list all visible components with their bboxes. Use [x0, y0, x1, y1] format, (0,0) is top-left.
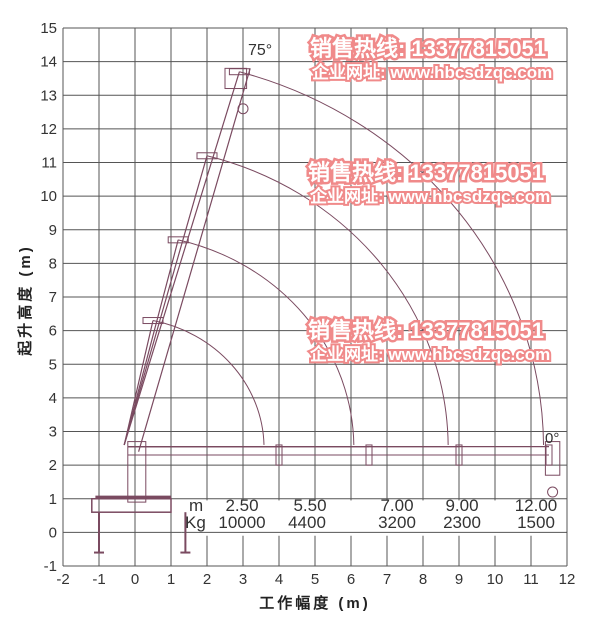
x-tick-label: 8 — [419, 571, 427, 588]
angle-0-label: 0° — [545, 430, 559, 447]
hook-block — [545, 444, 553, 466]
y-tick-label: 8 — [49, 255, 57, 272]
watermark-sales: 销售热线: 13377815051 — [308, 160, 544, 185]
y-axis-label: 起升高度 (m) — [16, 244, 34, 357]
inclined-boom — [123, 320, 154, 446]
watermark-website: 企业网址: www.hbcsdzqc.com — [309, 344, 550, 364]
inclined-boom — [123, 71, 240, 446]
load-arc — [152, 320, 265, 445]
x-tick-label: 0 — [131, 571, 139, 588]
crane-column — [127, 441, 147, 503]
y-tick-label: 11 — [41, 155, 57, 172]
y-tick-label: 5 — [49, 356, 57, 373]
radius-value: 12.00 — [515, 496, 558, 515]
load-value: 10000 — [218, 513, 265, 532]
crane-base — [91, 498, 172, 513]
radius-value: 9.00 — [445, 496, 478, 515]
watermark-sales: 销售热线: 13377815051 — [310, 36, 546, 61]
y-tick-label: 12 — [40, 121, 57, 138]
x-tick-label: -2 — [56, 571, 69, 588]
radius-unit: m — [189, 496, 203, 515]
y-tick-label: 3 — [49, 424, 57, 441]
boom-section-head — [142, 317, 164, 325]
x-axis-label: 工作幅度 (m) — [259, 594, 371, 612]
radius-value: 5.50 — [293, 496, 326, 515]
angle-75-label: 75° — [248, 42, 272, 59]
x-tick-label: 1 — [167, 571, 175, 588]
y-tick-label: 9 — [49, 222, 57, 239]
watermark-sales: 销售热线: 13377815051 — [308, 318, 544, 343]
radius-value: 7.00 — [380, 496, 413, 515]
radius-value: 2.50 — [225, 496, 258, 515]
x-tick-label: 9 — [455, 571, 463, 588]
y-tick-label: 14 — [40, 54, 57, 71]
hook-block — [275, 444, 283, 466]
y-tick-label: 6 — [49, 323, 57, 340]
x-tick-label: 12 — [559, 571, 576, 588]
y-tick-label: 7 — [49, 289, 57, 306]
load-arc — [178, 239, 355, 445]
x-tick-label: 4 — [275, 571, 283, 588]
y-tick-label: -1 — [44, 558, 57, 575]
hook-block — [365, 444, 373, 466]
load-value: 4400 — [288, 513, 326, 532]
x-tick-label: -1 — [92, 571, 105, 588]
y-tick-label: 0 — [49, 524, 57, 541]
y-tick-label: 1 — [49, 491, 57, 508]
x-tick-label: 6 — [347, 571, 355, 588]
y-tick-label: 10 — [40, 188, 57, 205]
load-table-bg — [181, 500, 567, 536]
boom-section-head — [196, 152, 218, 160]
watermark: 销售热线: 13377815051 企业网址: www.hbcsdzqc.com… — [306, 34, 555, 367]
load-value: 3200 — [378, 513, 416, 532]
watermark-website: 企业网址: www.hbcsdzqc.com — [309, 186, 550, 206]
x-tick-label: 11 — [523, 571, 539, 588]
hook-icon — [547, 486, 559, 498]
x-tick-label: 2 — [203, 571, 211, 588]
inclined-boom — [123, 155, 208, 446]
x-tick-label: 10 — [487, 571, 504, 588]
boom-section-head — [167, 236, 189, 244]
boom-head — [544, 441, 561, 476]
load-arc — [206, 155, 449, 445]
x-tick-label: 3 — [239, 571, 247, 588]
hook-block — [455, 444, 463, 466]
x-tick-label: 7 — [383, 571, 391, 588]
x-tick-label: 5 — [311, 571, 319, 588]
load-unit: Kg — [185, 513, 206, 532]
inclined-boom — [138, 68, 251, 452]
inclined-boom — [123, 239, 179, 446]
load-value: 2300 — [443, 513, 481, 532]
y-tick-label: 15 — [40, 20, 57, 37]
boom-head — [224, 67, 248, 90]
load-value: 1500 — [517, 513, 555, 532]
y-tick-label: 4 — [49, 390, 57, 407]
y-tick-label: 2 — [49, 457, 57, 474]
watermark-website: 企业网址: www.hbcsdzqc.com — [311, 62, 552, 82]
load-arc — [239, 71, 545, 445]
y-tick-label: 13 — [40, 87, 57, 104]
hook-icon — [237, 103, 249, 115]
